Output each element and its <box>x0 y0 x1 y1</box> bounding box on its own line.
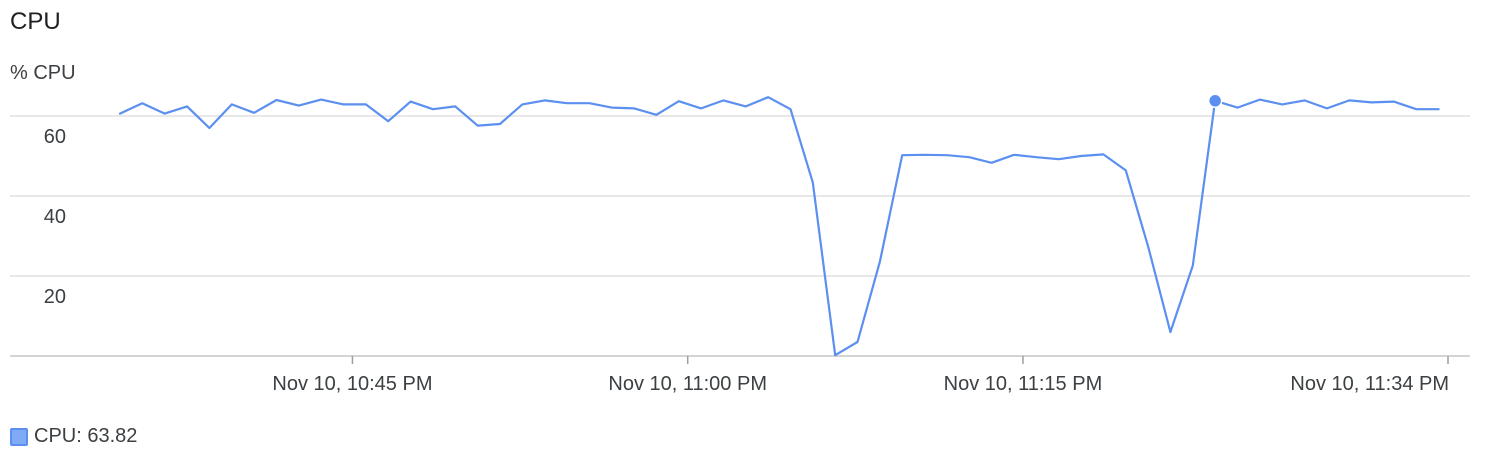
x-tick-label: Nov 10, 11:15 PM <box>944 373 1103 395</box>
series-layer <box>118 93 1440 357</box>
legend-swatch <box>10 427 28 446</box>
chart-title: CPU <box>10 8 61 35</box>
x-axis: Nov 10, 10:45 PM Nov 10, 11:00 PM Nov 10, … <box>10 355 1470 395</box>
y-tick-label: 40 <box>44 206 66 228</box>
y-axis-label: % CPU <box>10 62 76 84</box>
y-tick-labels: 20 40 60 <box>44 126 66 308</box>
legend[interactable]: CPU: 63.82 <box>10 425 137 448</box>
y-tick-label: 20 <box>44 286 66 308</box>
series-line-cpu[interactable] <box>118 96 1440 357</box>
grid-lines <box>10 115 1470 277</box>
legend-value: 63.82 <box>87 425 138 447</box>
y-tick-label: 60 <box>44 126 66 148</box>
x-tick-label: Nov 10, 11:34 PM <box>1290 373 1449 395</box>
x-tick-label: Nov 10, 11:00 PM <box>608 373 767 395</box>
highlight-point[interactable] <box>1207 93 1223 109</box>
x-tick-label: Nov 10, 10:45 PM <box>272 373 432 395</box>
legend-label: CPU: <box>34 425 82 447</box>
